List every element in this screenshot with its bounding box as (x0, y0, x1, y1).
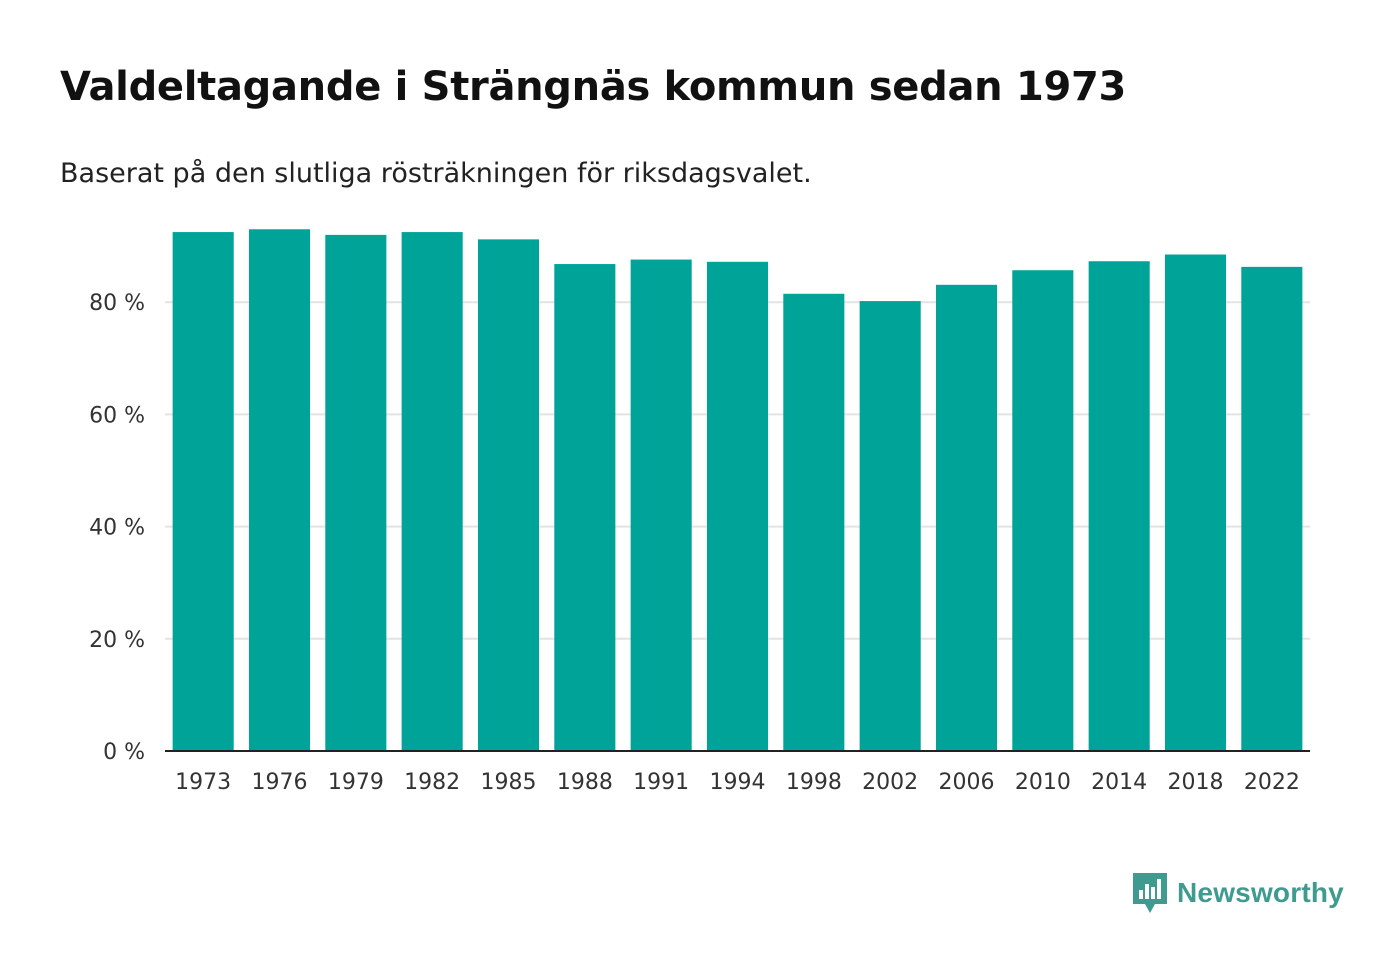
x-tick-label: 2010 (1015, 770, 1071, 795)
chart-title: Valdeltagande i Strängnäs kommun sedan 1… (60, 64, 1127, 110)
bar-1991 (630, 259, 692, 751)
y-tick-label: 80 % (89, 291, 145, 316)
y-tick-label: 40 % (89, 516, 145, 541)
y-tick-label: 60 % (89, 403, 145, 428)
x-tick-label: 2006 (939, 770, 995, 795)
bar-1998 (783, 293, 845, 751)
x-tick-label: 2002 (862, 770, 918, 795)
bar-1988 (554, 264, 616, 751)
x-tick-label: 2022 (1244, 770, 1300, 795)
bars (172, 229, 1303, 752)
bar-1982 (401, 232, 463, 751)
bar-2014 (1088, 261, 1150, 751)
bar-2002 (859, 301, 921, 751)
bar-1976 (248, 229, 311, 751)
axes: 0 % 20 % 40 % 60 % 80 % 1973 1976 1979 1982 1985 1… (89, 291, 1310, 795)
x-tick-label: 1982 (404, 770, 460, 795)
bar-1973 (172, 232, 234, 751)
logo-text: Newsworthy (1177, 877, 1344, 908)
chart-subtitle: Baserat på den slutliga rösträkningen fö… (60, 158, 812, 189)
bar-1985 (477, 239, 540, 752)
x-tick-label: 1991 (633, 770, 689, 795)
x-tick-label: 1988 (557, 770, 613, 795)
x-tick-label: 1998 (786, 770, 842, 795)
bar-1994 (706, 261, 769, 751)
bar-2018 (1164, 254, 1227, 751)
x-tick-label: 1979 (328, 770, 384, 795)
x-tick-label: 1985 (481, 770, 537, 795)
x-tick-label: 2018 (1168, 770, 1224, 795)
bar-2010 (1012, 270, 1074, 751)
x-tick-label: 1976 (252, 770, 308, 795)
x-tick-label: 1994 (710, 770, 766, 795)
y-tick-label: 0 % (103, 740, 145, 765)
bar-2022 (1241, 266, 1303, 751)
x-tick-label: 1973 (175, 770, 231, 795)
x-tick-label: 2014 (1091, 770, 1147, 795)
y-tick-label: 20 % (89, 628, 145, 653)
bar-2006 (935, 284, 998, 751)
newsworthy-logo-icon (1133, 873, 1167, 913)
newsworthy-logo: Newsworthy (1133, 873, 1344, 913)
bar-1979 (325, 234, 387, 751)
